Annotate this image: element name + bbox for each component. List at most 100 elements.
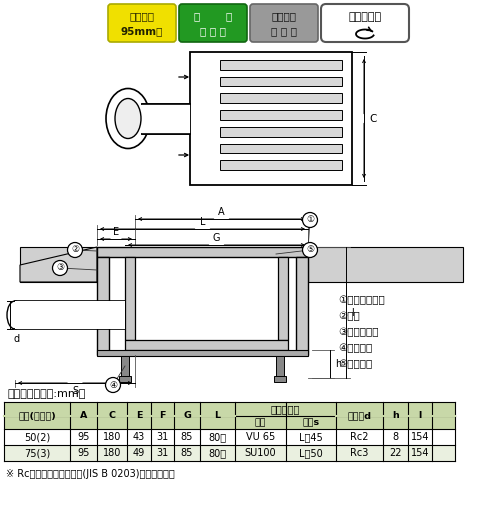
Text: L－45: L－45	[299, 432, 323, 442]
Text: VU 65: VU 65	[246, 432, 275, 442]
Text: 49: 49	[133, 448, 145, 458]
Text: S: S	[72, 386, 78, 396]
Text: h: h	[392, 411, 399, 420]
Text: SU100: SU100	[245, 448, 276, 458]
Text: 85: 85	[181, 432, 193, 442]
Text: 180: 180	[103, 448, 121, 458]
Text: L: L	[200, 217, 205, 227]
Text: 寸法表　＜単位:mm＞: 寸法表 ＜単位:mm＞	[8, 389, 86, 399]
FancyBboxPatch shape	[250, 4, 318, 42]
Bar	[220, 127, 342, 137]
Text: C: C	[108, 411, 116, 420]
Ellipse shape	[7, 301, 23, 329]
Text: l: l	[352, 308, 354, 318]
Bar	[220, 144, 342, 153]
Text: 75(3): 75(3)	[24, 448, 50, 458]
FancyBboxPatch shape	[321, 4, 409, 42]
Text: 154: 154	[411, 448, 429, 458]
Text: ④: ④	[109, 380, 117, 389]
Text: A: A	[218, 207, 225, 217]
Polygon shape	[20, 247, 97, 282]
Text: E: E	[113, 227, 119, 237]
Bar	[276, 356, 284, 378]
Circle shape	[302, 243, 317, 257]
Circle shape	[68, 243, 83, 257]
Bar	[4, 429, 455, 445]
Text: モルタル: モルタル	[272, 11, 297, 21]
Text: 塗: 塗	[194, 11, 200, 21]
Text: 31: 31	[156, 432, 168, 442]
Circle shape	[127, 251, 133, 257]
Bar	[97, 350, 308, 356]
Ellipse shape	[115, 99, 141, 138]
Text: 95mm用: 95mm用	[121, 26, 163, 36]
Circle shape	[106, 377, 120, 392]
Bar	[4, 445, 455, 461]
Text: ②: ②	[71, 246, 79, 255]
Text: G: G	[183, 411, 191, 420]
Text: G: G	[213, 233, 220, 243]
Text: ①ストレーナー: ①ストレーナー	[338, 295, 385, 305]
Text: 膜: 膜	[226, 11, 232, 21]
Text: 50(2): 50(2)	[24, 432, 50, 442]
Circle shape	[302, 213, 317, 227]
Text: Rc3: Rc3	[350, 448, 369, 458]
Bar	[274, 376, 286, 382]
FancyBboxPatch shape	[179, 4, 247, 42]
Text: 31: 31	[156, 448, 168, 458]
Bar	[142, 104, 190, 134]
Bar	[15, 301, 125, 329]
Text: A: A	[80, 411, 87, 420]
Text: ③スペーサー: ③スペーサー	[338, 327, 379, 337]
Text: ③: ③	[56, 264, 64, 272]
Bar	[220, 160, 342, 170]
Text: 防 水 用: 防 水 用	[200, 26, 226, 36]
Text: Rc2: Rc2	[350, 432, 369, 442]
Bar	[220, 93, 342, 103]
Bar	[97, 257, 109, 355]
Text: 154: 154	[411, 432, 429, 442]
Text: ②本体: ②本体	[338, 311, 360, 321]
Text: 22: 22	[389, 448, 402, 458]
Bar	[97, 247, 308, 257]
Bar	[121, 356, 129, 378]
Text: ①: ①	[306, 215, 314, 224]
Text: 8: 8	[393, 432, 398, 442]
Bar	[296, 257, 308, 355]
Text: E: E	[136, 411, 142, 420]
Circle shape	[52, 260, 68, 276]
Text: 80〜: 80〜	[208, 448, 227, 458]
Text: l: l	[419, 411, 421, 420]
Text: 43: 43	[133, 432, 145, 442]
Bar	[278, 257, 288, 340]
Text: スペーサー: スペーサー	[271, 404, 300, 414]
Ellipse shape	[106, 89, 150, 148]
Text: d: d	[14, 334, 20, 344]
Text: 長さs: 長さs	[302, 418, 320, 427]
Bar	[125, 257, 135, 340]
Text: ⑤: ⑤	[306, 246, 314, 255]
Bar	[4, 402, 455, 429]
Text: ④アンカー: ④アンカー	[338, 343, 372, 353]
Bar	[220, 110, 342, 120]
Text: ねじ込み式: ねじ込み式	[348, 12, 382, 22]
Circle shape	[270, 251, 276, 257]
Bar	[220, 60, 342, 70]
Text: 防 水 用: 防 水 用	[271, 26, 297, 36]
Text: 呼称(インチ): 呼称(インチ)	[18, 411, 56, 420]
Bar	[308, 247, 463, 282]
FancyBboxPatch shape	[108, 4, 176, 42]
Text: L－50: L－50	[299, 448, 323, 458]
Text: F: F	[159, 411, 166, 420]
Text: みぞ底幅: みぞ底幅	[130, 11, 155, 21]
Text: 95: 95	[77, 448, 90, 458]
Bar	[125, 340, 288, 350]
Bar	[20, 247, 97, 282]
Text: 85: 85	[181, 448, 193, 458]
Text: 規格: 規格	[255, 418, 266, 427]
Text: C: C	[369, 114, 377, 124]
Bar	[119, 376, 131, 382]
Text: ※ Rcは管用テーパめねじ(JIS B 0203)を表します。: ※ Rcは管用テーパめねじ(JIS B 0203)を表します。	[6, 469, 175, 479]
Text: ねじ径d: ねじ径d	[348, 411, 372, 420]
Text: L: L	[215, 411, 220, 420]
